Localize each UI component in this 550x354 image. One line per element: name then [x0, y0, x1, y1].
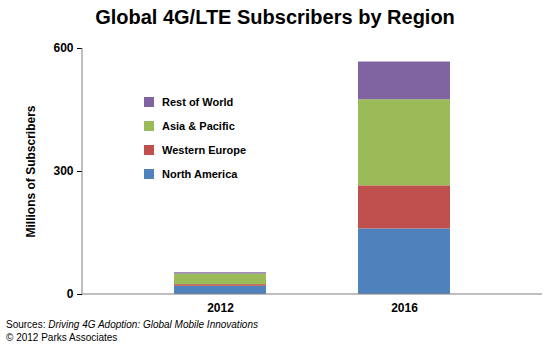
html-text:Sources: Driving 4G Adoption:: Sources: Driving 4G Adoption: Global Mob… [6, 319, 258, 330]
html-text:Western Europe: Western Europe [162, 144, 247, 156]
html-text:Rest of World: Rest of World [162, 96, 234, 108]
svg-text:600: 600 [53, 41, 73, 55]
html-text:Asia & Pacific: Asia & Pacific [162, 120, 235, 132]
svg-text:2012: 2012 [207, 301, 234, 315]
svg-text:Millions of Subscribers: Millions of Subscribers [24, 105, 38, 237]
html-text:North America: North America [162, 168, 238, 180]
html-text:© 2012 Parks Associates: © 2012 Parks Associates [6, 332, 118, 343]
svg-text:300: 300 [53, 164, 73, 178]
svg-text:0: 0 [67, 287, 74, 301]
html-text:Global 4G/LTE Subscribers by R: Global 4G/LTE Subscribers by Region [95, 6, 455, 28]
svg-text:2016: 2016 [391, 301, 418, 315]
